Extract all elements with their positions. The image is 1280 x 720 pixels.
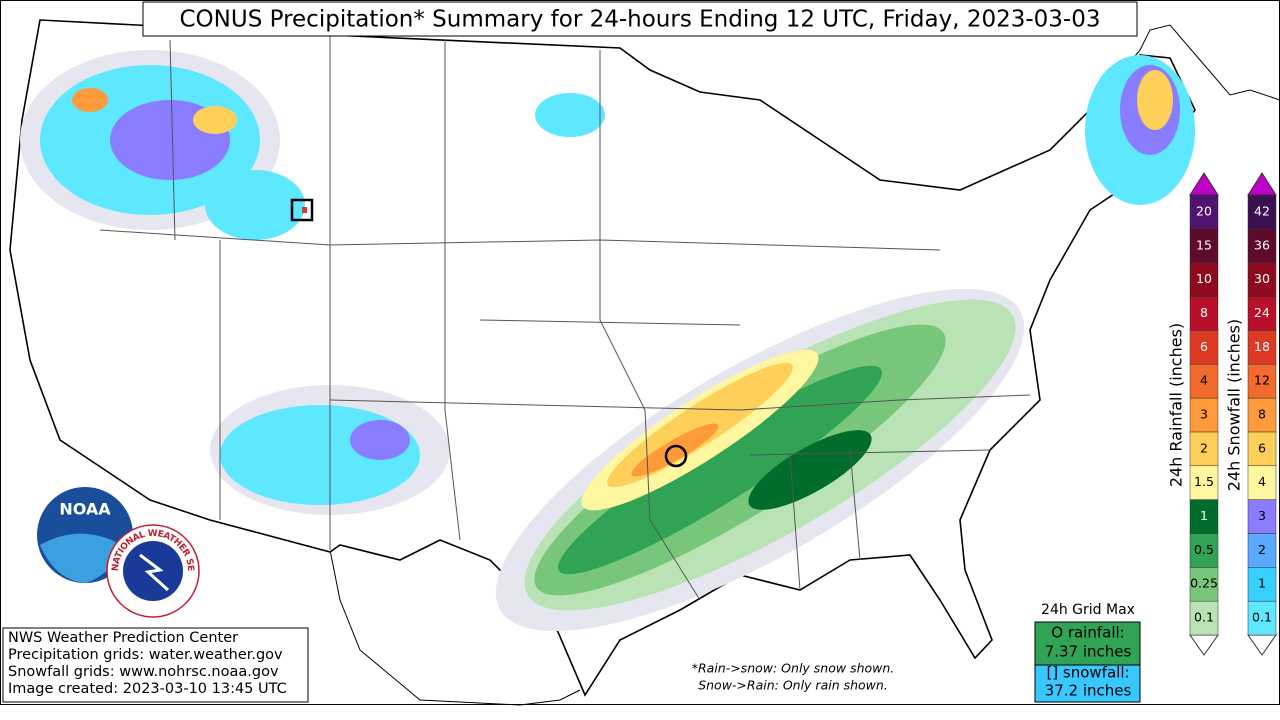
snow-max-box — [1034, 664, 1141, 703]
rain-max-label: O rainfall: — [1051, 624, 1124, 642]
grid-max-heading: 24h Grid Max — [1041, 602, 1135, 618]
precip-imagery — [20, 50, 1195, 632]
colorbar-tick-label: 20 — [1196, 203, 1212, 218]
colorbar-bin — [1189, 194, 1219, 230]
colorbar-tick-label: 15 — [1196, 237, 1212, 252]
title-box — [142, 1, 1138, 37]
colorbar-bin — [1247, 600, 1277, 636]
colorbar-bin — [1247, 363, 1277, 399]
rain-max-marker — [664, 444, 688, 468]
colorbar-tick-label: 2 — [1258, 542, 1266, 557]
colorbar-tick-label: 0.5 — [1194, 542, 1214, 557]
rain-max-value: 7.37 inches — [1045, 643, 1132, 661]
colorbar-tick-label: 0.25 — [1190, 576, 1218, 591]
colorbar-bin — [1247, 330, 1277, 365]
colorbar-label: 24h Snowfall (inches) — [1225, 319, 1244, 491]
mexico-coast — [329, 549, 581, 706]
colorbar-bin — [1189, 262, 1219, 297]
colorbar-bin — [1247, 533, 1277, 568]
snow-max-marker — [290, 198, 314, 222]
colorbar-bin — [1247, 431, 1277, 467]
snow-max-value: 37.2 inches — [1045, 682, 1132, 700]
colorbar-tick-label: 42 — [1254, 203, 1270, 218]
colorbar-tick-label: 2 — [1200, 440, 1208, 455]
colorbar-tick-label: 1 — [1258, 576, 1266, 591]
credits: NWS Weather Prediction CenterPrecipitati… — [8, 630, 287, 697]
colorbar-tick-label: 0.1 — [1252, 610, 1272, 625]
colorbar-tick-label: 6 — [1258, 440, 1266, 455]
credits-box — [2, 627, 309, 703]
colorbar-tick-label: 4 — [1200, 373, 1208, 388]
title: CONUS Precipitation* Summary for 24-hour… — [180, 7, 1101, 33]
noaa-text: NOAA — [59, 500, 111, 519]
colorbar-tick-label: 10 — [1196, 271, 1212, 286]
snow-max-label: [] snowfall: — [1046, 664, 1129, 682]
colorbar-tick-label: 4 — [1258, 474, 1266, 489]
notes: *Rain->snow: Only snow shown. Snow->Rain:… — [692, 661, 895, 693]
colorbar-tick-label: 8 — [1258, 407, 1266, 422]
colorbar-tick-label: 3 — [1200, 407, 1208, 422]
colorbar-bin — [1247, 262, 1277, 297]
colorbar-tick-label: 3 — [1258, 508, 1266, 523]
note: *Rain->snow: Only snow shown. — [692, 661, 895, 676]
credit-line: Snowfall grids: www.nohrsc.noaa.gov — [8, 664, 279, 680]
credit-line: Precipitation grids: water.weather.gov — [8, 647, 283, 663]
credit-line: NWS Weather Prediction Center — [8, 630, 238, 646]
colorbar-tick-label: 24 — [1254, 305, 1270, 320]
colorbar-bin — [1189, 330, 1219, 365]
colorbar-bin — [1189, 499, 1219, 534]
colorbar-tick-label: 36 — [1254, 237, 1270, 252]
colorbar-bin — [1247, 397, 1277, 433]
colorbar-tick-label: 30 — [1254, 271, 1270, 286]
colorbar-bin — [1247, 296, 1277, 331]
colorbar-tick-label: 8 — [1200, 305, 1208, 320]
colorbar-label: 24h Rainfall (inches) — [1167, 323, 1186, 487]
credit-line: Image created: 2023-03-10 13:45 UTC — [8, 681, 287, 697]
colorbar-tick-label: 0.1 — [1194, 610, 1214, 625]
colorbar-tick-label: 1 — [1200, 508, 1208, 523]
state-lines — [99, 35, 1031, 601]
snow-max-cell — [302, 207, 307, 213]
colorbar-tick-label: 6 — [1200, 339, 1208, 354]
colorbar-tick-label: 1.5 — [1194, 474, 1214, 489]
colorbar-bin — [1189, 533, 1219, 568]
colorbar-bin — [1247, 465, 1277, 500]
conus-outline — [9, 19, 1196, 697]
colorbar-bin — [1189, 567, 1219, 602]
rain-max-box — [1034, 621, 1141, 666]
colorbar-tick-label: 12 — [1254, 373, 1270, 388]
colorbar-bin — [1247, 194, 1277, 230]
colorbar-tick-label: 18 — [1254, 339, 1270, 354]
note: Snow->Rain: Only rain shown. — [698, 678, 888, 693]
colorbar-bin — [1247, 499, 1277, 534]
colorbars: 0.1 0.25 0.5 1 1.5 2 3 4 6 8 10 15 20 24h Rainfall (i… — [1167, 172, 1277, 656]
